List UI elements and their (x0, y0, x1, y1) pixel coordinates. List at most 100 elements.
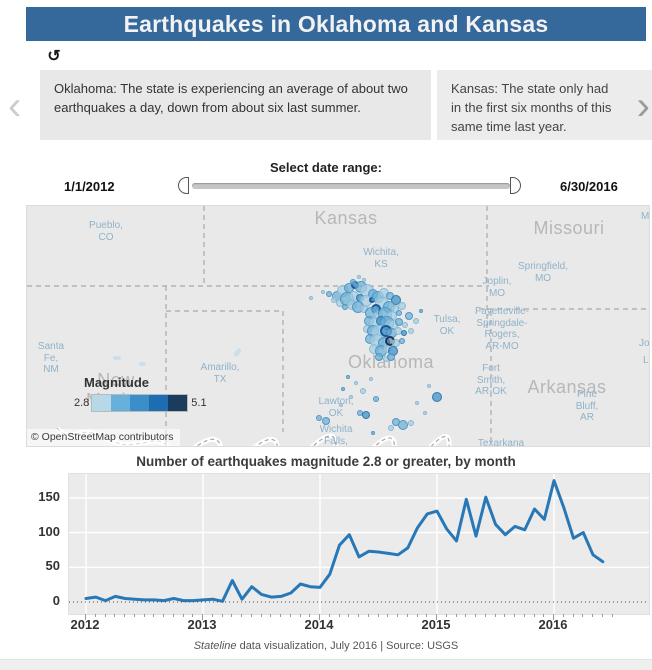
city-label: Springfield, MO (517, 261, 569, 284)
state-label: Arkansas (527, 377, 607, 397)
earthquake-bubble[interactable] (419, 309, 423, 313)
earthquake-bubble[interactable] (362, 411, 370, 419)
earthquake-bubble[interactable] (391, 295, 401, 305)
month-tick-mark (601, 614, 603, 617)
magnitude-legend-title: Magnitude (84, 375, 149, 390)
earthquake-bubble[interactable] (326, 291, 332, 297)
earthquake-bubble[interactable] (432, 392, 442, 402)
state-label: Kansas (314, 208, 378, 228)
magnitude-legend-min: 2.8 (74, 397, 90, 409)
carousel-prev-icon[interactable]: ‹ (8, 84, 22, 128)
month-tick-mark (260, 614, 262, 617)
earthquake-bubble[interactable] (350, 279, 356, 285)
month-tick-mark (280, 614, 281, 617)
magnitude-swatch (149, 395, 169, 411)
earthquake-bubble[interactable] (399, 338, 405, 344)
x-axis-tick-label: 2013 (187, 617, 217, 632)
earthquake-bubble[interactable] (387, 353, 395, 361)
x-axis-tick-label: 2015 (421, 617, 451, 632)
chart-plot-area (68, 473, 650, 615)
earthquake-bubble[interactable] (362, 278, 366, 282)
earthquake-bubble[interactable] (349, 395, 353, 399)
earthquake-bubble[interactable] (408, 420, 414, 426)
earthquake-bubble[interactable] (401, 330, 407, 336)
earthquake-bubble[interactable] (415, 401, 419, 405)
city-label-partial: Jo (639, 338, 650, 349)
earthquake-bubble[interactable] (398, 302, 406, 310)
earthquake-bubble[interactable] (321, 290, 325, 294)
month-tick-mark (221, 614, 223, 617)
earthquake-bubble[interactable] (369, 377, 373, 381)
earthquake-bubble[interactable] (341, 387, 345, 391)
month-tick-mark (504, 614, 506, 617)
brand-name: Stateline (193, 640, 237, 652)
earthquake-bubble[interactable] (423, 411, 427, 415)
date-range-label: Select date range: (270, 160, 382, 175)
city-label: Lawton, OK (318, 396, 354, 419)
lake-mark (139, 362, 146, 366)
earthquake-bubble[interactable] (346, 375, 350, 379)
earthquake-bubble[interactable] (402, 322, 408, 328)
earthquake-bubble[interactable] (322, 417, 330, 425)
chart-title: Number of earthquakes magnitude 2.8 or g… (136, 454, 516, 469)
x-axis-tick-label: 2012 (70, 617, 100, 632)
month-tick-mark (465, 614, 467, 617)
magnitude-legend: 2.8 5.1 (74, 394, 207, 412)
earthquake-bubble[interactable] (427, 384, 431, 388)
date-range-handle-start[interactable] (178, 177, 189, 194)
earthquake-bubble[interactable] (309, 296, 313, 300)
month-tick-mark (377, 614, 379, 617)
x-axis-tick-label: 2014 (304, 617, 334, 632)
earthquake-bubble[interactable] (398, 420, 408, 430)
state-label: Oklahoma (347, 352, 435, 372)
earthquake-bubble[interactable] (388, 425, 394, 431)
month-tick-mark (348, 614, 350, 617)
month-tick-mark (475, 614, 476, 617)
earthquake-bubble[interactable] (339, 403, 343, 407)
story-card-kansas[interactable]: Kansas: The state only had in the first … (437, 70, 652, 140)
earthquake-bubble[interactable] (413, 318, 419, 324)
city-label: Pine Bluff, AR (575, 389, 599, 423)
month-tick-mark (270, 614, 272, 617)
earthquake-bubble[interactable] (373, 396, 379, 402)
earthquake-bubble[interactable] (371, 431, 375, 435)
month-tick-mark (338, 614, 340, 617)
carousel-next-icon[interactable]: › (636, 84, 650, 128)
month-tick-mark (94, 614, 96, 617)
month-tick-mark (289, 614, 291, 617)
city-label-partial: M (641, 211, 650, 222)
story-card-kansas-line: in the first six months of this (451, 99, 612, 115)
y-axis-tick-label: 0 (52, 593, 60, 608)
month-tick-mark (124, 614, 125, 617)
month-tick-mark (426, 614, 428, 617)
month-tick-mark (133, 614, 135, 617)
story-card-oklahoma[interactable]: Oklahoma: The state is experiencing an a… (40, 70, 431, 140)
month-tick-mark (211, 614, 213, 617)
earthquake-bubble[interactable] (360, 388, 366, 394)
month-tick-mark (241, 614, 242, 617)
month-tick-mark (543, 614, 545, 617)
year-tick-mark (319, 614, 320, 620)
undo-icon[interactable]: ↺ (47, 48, 61, 65)
earthquake-bubble[interactable] (408, 328, 414, 334)
earthquake-bubble[interactable] (357, 275, 361, 279)
month-tick-mark (104, 614, 106, 617)
lake-mark (113, 356, 121, 360)
earthquake-bubble[interactable] (375, 353, 383, 361)
earthquake-bubble[interactable] (316, 415, 322, 421)
earthquakes-per-month-line[interactable] (84, 479, 605, 603)
earthquake-bubble[interactable] (396, 310, 402, 316)
month-tick-mark (172, 614, 174, 617)
earthquake-bubble[interactable] (354, 381, 358, 385)
page-title: Earthquakes in Oklahoma and Kansas (123, 10, 549, 37)
earthquake-bubble[interactable] (405, 312, 413, 320)
month-tick-mark (358, 614, 359, 617)
month-tick-mark (406, 614, 408, 617)
month-tick-mark (397, 614, 398, 617)
date-range-handle-end[interactable] (510, 177, 521, 194)
state-label: Missouri (533, 218, 605, 238)
date-range-track[interactable] (192, 183, 510, 189)
city-label-partial: La (643, 355, 649, 366)
earthquake-bubble[interactable] (331, 297, 337, 303)
